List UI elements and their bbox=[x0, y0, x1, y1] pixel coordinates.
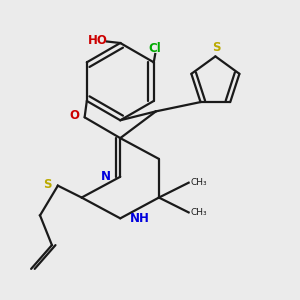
Text: CH₃: CH₃ bbox=[190, 208, 207, 217]
Text: NH: NH bbox=[130, 212, 149, 225]
Text: Cl: Cl bbox=[149, 42, 162, 56]
Text: S: S bbox=[43, 178, 52, 191]
Text: CH₃: CH₃ bbox=[190, 178, 207, 187]
Text: S: S bbox=[213, 41, 221, 54]
Text: HO: HO bbox=[88, 34, 108, 46]
Text: N: N bbox=[100, 170, 110, 183]
Text: O: O bbox=[69, 109, 79, 122]
